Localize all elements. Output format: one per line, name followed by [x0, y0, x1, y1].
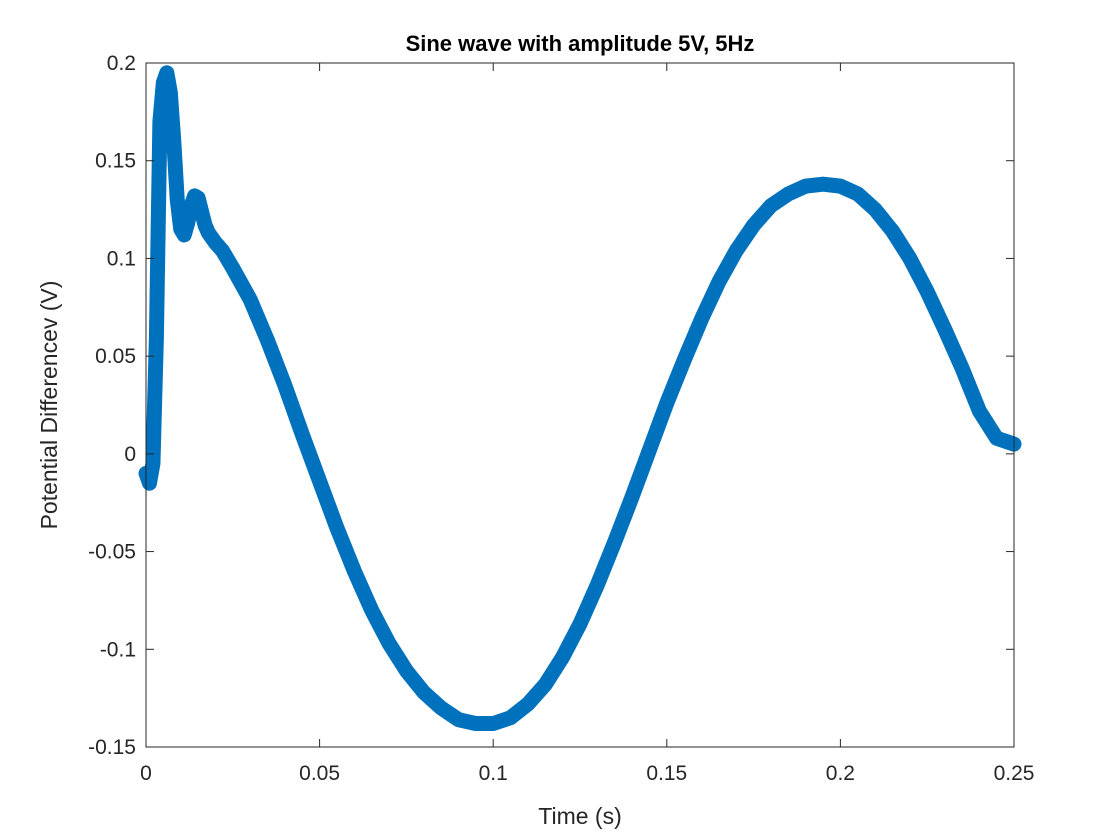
data-point-56	[834, 180, 847, 193]
data-point-28	[348, 565, 361, 578]
data-point-32	[417, 686, 430, 699]
data-point-31	[400, 664, 413, 677]
data-point-9	[171, 193, 184, 206]
data-point-55	[817, 178, 830, 191]
data-point-30	[383, 637, 396, 650]
data-point-16	[195, 205, 208, 218]
data-point-25	[296, 428, 309, 441]
data-point-57	[851, 187, 864, 200]
data-point-59	[886, 225, 899, 238]
x-tick-label: 0.25	[994, 762, 1035, 785]
data-point-64	[973, 404, 986, 417]
data-point-46	[660, 397, 673, 410]
data-point-53	[782, 187, 795, 200]
x-tick-label: 0.05	[299, 762, 340, 785]
data-point-54	[799, 180, 812, 193]
data-point-15	[192, 191, 205, 204]
y-tick-label: 0.15	[95, 150, 136, 173]
data-point-49	[712, 275, 725, 288]
y-axis-label: Potential Differencev (V)	[36, 281, 62, 530]
data-point-63	[955, 361, 968, 374]
data-point-12	[181, 217, 194, 230]
data-point-65	[990, 432, 1003, 445]
data-point-60	[903, 252, 916, 265]
data-point-43	[608, 535, 621, 548]
data-point-58	[869, 203, 882, 216]
x-tick-label: 0.15	[646, 762, 687, 785]
x-axis-label: Time (s)	[538, 803, 621, 829]
data-point-33	[435, 701, 448, 714]
data-point-48	[695, 313, 708, 326]
y-tick-label: -0.1	[100, 638, 136, 661]
data-point-7	[164, 86, 177, 99]
data-point-18	[202, 227, 215, 240]
y-tick-label: 0.05	[95, 345, 136, 368]
data-point-22	[244, 293, 257, 306]
data-point-47	[678, 354, 691, 367]
data-point-17	[199, 219, 212, 232]
data-point-2	[146, 457, 159, 470]
chart-title: Sine wave with amplitude 5V, 5Hz	[406, 31, 755, 56]
data-point-13	[185, 199, 198, 212]
data-point-21	[226, 262, 239, 275]
data-point-50	[730, 244, 743, 257]
series-layer	[138, 65, 1022, 732]
data-point-5	[157, 76, 170, 89]
y-tick-label: 0.2	[107, 52, 136, 75]
x-tick-label: 0.1	[479, 762, 508, 785]
y-tick-label: 0.1	[107, 247, 136, 270]
plot-area	[146, 63, 1014, 747]
data-point-44	[626, 490, 639, 503]
data-point-24	[278, 379, 291, 392]
data-point-26	[313, 475, 326, 488]
data-point-8	[167, 135, 180, 148]
data-point-45	[643, 443, 656, 456]
data-point-10	[174, 223, 187, 236]
axes-box	[145, 62, 1015, 748]
data-point-29	[365, 604, 378, 617]
x-tick-label: 0	[140, 762, 152, 785]
data-point-20	[216, 244, 229, 257]
data-point-3	[150, 330, 163, 343]
axes-layer	[145, 62, 1015, 748]
data-point-34	[452, 713, 465, 726]
data-point-42	[591, 578, 604, 591]
data-point-37	[504, 711, 517, 724]
tick-layer: 0 0.05 0.1 0.15 0.2 0.25 -0.15 -0.1 -0.05 0 0.05 0.…	[88, 52, 1034, 785]
data-point-38	[521, 698, 534, 711]
data-point-6	[160, 66, 173, 79]
data-point-27	[330, 522, 343, 535]
y-tick-label: -0.15	[88, 736, 136, 759]
data-point-39	[539, 678, 552, 691]
data-point-19	[209, 236, 222, 249]
data-point-51	[747, 219, 760, 232]
data-point-1	[143, 477, 156, 490]
data-point-23	[261, 334, 274, 347]
data-point-35	[469, 717, 482, 730]
y-tick-label: -0.05	[88, 541, 136, 564]
x-tick-label: 0.2	[826, 762, 855, 785]
data-point-41	[574, 617, 586, 630]
data-point-4	[153, 115, 166, 128]
data-point-62	[938, 322, 951, 335]
y-tick-label: 0	[124, 443, 136, 466]
data-point-40	[556, 651, 569, 664]
data-point-14	[188, 189, 201, 202]
data-point-36	[487, 717, 500, 730]
data-point-61	[921, 285, 934, 298]
data-point-11	[178, 228, 191, 241]
data-point-52	[764, 199, 777, 212]
